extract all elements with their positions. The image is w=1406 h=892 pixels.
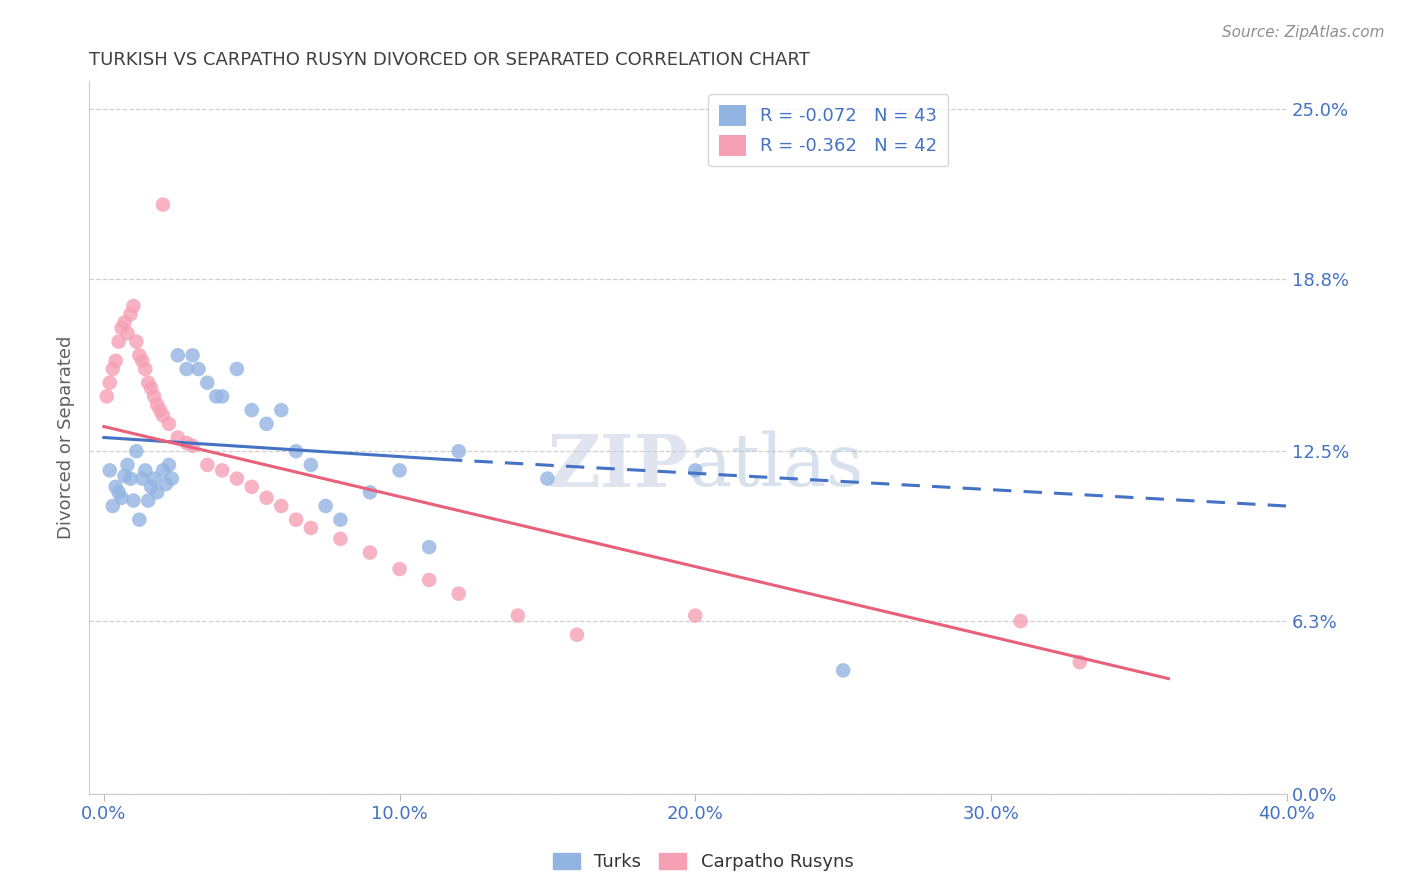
Y-axis label: Divorced or Separated: Divorced or Separated xyxy=(58,335,75,539)
Point xyxy=(134,463,156,477)
Point xyxy=(160,472,183,486)
Point xyxy=(226,362,249,376)
Point xyxy=(211,463,233,477)
Point xyxy=(157,458,180,472)
Point xyxy=(270,499,292,513)
Text: TURKISH VS CARPATHO RUSYN DIVORCED OR SEPARATED CORRELATION CHART: TURKISH VS CARPATHO RUSYN DIVORCED OR SE… xyxy=(89,51,810,69)
Point xyxy=(166,348,188,362)
Point xyxy=(195,458,218,472)
Point xyxy=(240,480,263,494)
Point xyxy=(110,491,132,505)
Point xyxy=(131,472,153,486)
Point xyxy=(205,389,228,403)
Point xyxy=(101,362,124,376)
Point xyxy=(195,376,218,390)
Point xyxy=(107,485,129,500)
Point xyxy=(125,334,148,349)
Point xyxy=(152,409,174,423)
Point xyxy=(114,468,136,483)
Point xyxy=(107,334,129,349)
Point xyxy=(146,398,169,412)
Point xyxy=(152,463,174,477)
Point xyxy=(359,545,381,559)
Point xyxy=(270,403,292,417)
Point xyxy=(685,463,707,477)
Point xyxy=(157,417,180,431)
Point xyxy=(1069,655,1091,669)
Point xyxy=(565,628,588,642)
Point xyxy=(141,381,163,395)
Point xyxy=(166,430,188,444)
Text: atlas: atlas xyxy=(688,431,863,501)
Point xyxy=(155,477,177,491)
Point xyxy=(114,315,136,329)
Point xyxy=(96,389,118,403)
Legend: Turks, Carpatho Rusyns: Turks, Carpatho Rusyns xyxy=(546,846,860,879)
Point xyxy=(240,403,263,417)
Point xyxy=(832,664,855,678)
Point xyxy=(418,540,440,554)
Point xyxy=(136,493,159,508)
Point xyxy=(117,458,139,472)
Text: ZIP: ZIP xyxy=(547,431,688,501)
Point xyxy=(117,326,139,341)
Point xyxy=(104,353,127,368)
Point xyxy=(226,472,249,486)
Point xyxy=(211,389,233,403)
Point xyxy=(329,513,352,527)
Point xyxy=(120,472,142,486)
Point xyxy=(152,197,174,211)
Point xyxy=(176,436,198,450)
Point xyxy=(125,444,148,458)
Point xyxy=(136,376,159,390)
Point xyxy=(299,521,322,535)
Point xyxy=(285,513,308,527)
Point xyxy=(146,485,169,500)
Point xyxy=(122,299,145,313)
Legend: R = -0.072   N = 43, R = -0.362   N = 42: R = -0.072 N = 43, R = -0.362 N = 42 xyxy=(709,94,948,166)
Point xyxy=(285,444,308,458)
Point xyxy=(98,376,121,390)
Point xyxy=(149,403,172,417)
Point xyxy=(359,485,381,500)
Point xyxy=(418,573,440,587)
Point xyxy=(176,362,198,376)
Point xyxy=(506,608,529,623)
Point xyxy=(134,362,156,376)
Point xyxy=(299,458,322,472)
Point xyxy=(98,463,121,477)
Point xyxy=(181,348,204,362)
Point xyxy=(104,480,127,494)
Point xyxy=(128,348,150,362)
Point xyxy=(181,439,204,453)
Point xyxy=(256,491,278,505)
Point xyxy=(1010,614,1032,628)
Point xyxy=(187,362,209,376)
Point xyxy=(143,472,166,486)
Point xyxy=(388,463,411,477)
Point xyxy=(315,499,337,513)
Text: Source: ZipAtlas.com: Source: ZipAtlas.com xyxy=(1222,25,1385,40)
Point xyxy=(329,532,352,546)
Point xyxy=(128,513,150,527)
Point xyxy=(447,587,470,601)
Point xyxy=(141,480,163,494)
Point xyxy=(685,608,707,623)
Point xyxy=(122,493,145,508)
Point xyxy=(131,353,153,368)
Point xyxy=(110,321,132,335)
Point xyxy=(143,389,166,403)
Point xyxy=(536,472,558,486)
Point xyxy=(120,307,142,321)
Point xyxy=(447,444,470,458)
Point xyxy=(388,562,411,576)
Point xyxy=(101,499,124,513)
Point xyxy=(256,417,278,431)
